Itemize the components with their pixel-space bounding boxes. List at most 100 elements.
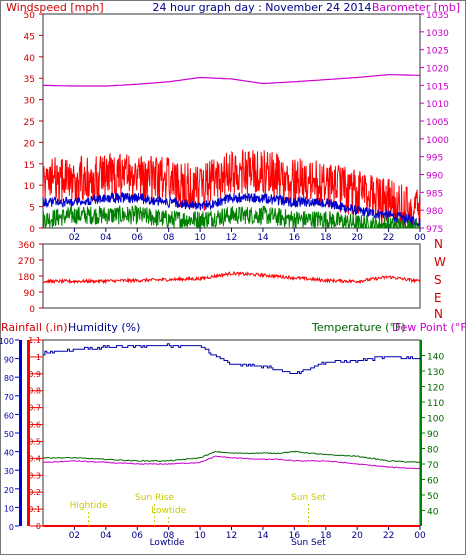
climate-x-tick-label: 00 [414,531,426,541]
climate-x-tick-label: 12 [226,531,237,541]
wind-y-tick-label: 5 [29,204,35,214]
wind-y-tick-label: 0 [29,225,35,235]
event-label: Hightide [70,501,108,511]
barometer-y-tick-label: 1000 [426,136,449,146]
rainfall-y-tick-label: 0.6 [28,421,41,430]
wind-y-tick-label: 45 [24,32,35,42]
dewpoint-label: Dew Point (°F) [392,321,466,334]
wind-x-tick-label: 14 [257,233,269,243]
direction-series [42,270,421,285]
axis-event-label: Lowtide [150,538,185,548]
rainfall-y-tick-label: 0.5 [28,437,41,446]
humidity-y-ticks: 0 10 20 30 40 50 60 70 80 90 100 [0,337,19,532]
compass-label: E [434,291,442,305]
barometer-y-tick-label: 1010 [426,100,449,110]
barometer-y-tick-label: 1025 [426,47,449,57]
wind-y-ticks: 0 5 10 15 20 25 30 35 40 45 50 [24,11,43,235]
climate-x-tick-label: 18 [320,531,332,541]
temperature-y-tick-label: 60 [427,477,439,487]
dewpoint-line [42,455,421,470]
rainfall-y-ticks: 0 0.1 0.2 0.3 0.4 0.5 0.6 0.7 0.8 0.9 1 1.1 [28,336,43,531]
humidity-label: Humidity (%) [68,321,140,334]
direction-y-tick-label: 360 [18,241,35,251]
rainfall-y-tick-label: 0.4 [28,454,41,463]
humidity-y-tick-label: 60 [4,411,14,420]
barometer-y-tick-label: 1020 [426,65,449,75]
barometer-y-tick-label: 1030 [426,29,449,39]
temperature-line [42,450,421,464]
wind-x-tick-label: 16 [289,233,301,243]
temperature-y-tick-label: 70 [427,461,439,471]
wind-max-line [42,149,421,229]
event-label: Sun Set [291,493,326,503]
event-label: Sun Rise [135,493,174,503]
humidity-y-tick-label: 90 [4,356,14,365]
rainfall-label: Rainfall (.in) [1,321,68,334]
temperature-y-tick-label: 40 [427,508,439,518]
graph-title: 24 hour graph day : November 24 2014 [152,1,371,14]
barometer-y-tick-label: 985 [426,189,443,199]
rainfall-y-tick-label: 0.7 [28,404,41,413]
temperature-y-tick-label: 140 [427,353,444,363]
temperature-y-tick-label: 130 [427,368,444,378]
climate-x-ticks: 02 04 06 08 10 12 14 16 18 20 22 00 [69,526,426,541]
wind-x-tick-label: 00 [414,233,426,243]
wind-x-tick-label: 12 [226,233,237,243]
wind-y-tick-label: 15 [24,161,35,171]
wind-x-tick-label: 08 [163,233,175,243]
humidity-line [43,343,421,374]
temperature-y-tick-label: 120 [427,384,444,394]
wind-y-tick-label: 35 [24,75,35,85]
wind-x-tick-label: 10 [194,233,206,243]
barometer-y-ticks: 975 980 985 990 995 1000 1005 1010 1015 1020 1025 1… [420,11,449,235]
wind-x-tick-label: 22 [383,233,394,243]
humidity-y-tick-label: 10 [4,504,14,513]
wind-y-tick-label: 30 [24,97,36,107]
rainfall-y-tick-label: 0.9 [28,370,41,379]
barometer-y-tick-label: 975 [426,225,443,235]
rainfall-axis-bar [27,340,30,526]
rainfall-y-tick-label: 0.8 [28,387,41,396]
compass-label: W [434,255,446,269]
direction-y-tick-label: 180 [18,273,35,283]
rainfall-y-tick-label: 1.1 [28,336,41,345]
wind-y-tick-label: 10 [24,182,36,192]
temperature-label: Temperature (°F) [311,321,406,334]
humidity-y-tick-label: 30 [4,467,14,476]
direction-line [42,270,421,285]
wind-x-tick-label: 20 [351,233,363,243]
humidity-y-tick-label: 0 [9,523,14,532]
climate-x-tick-label: 16 [289,531,301,541]
wind-y-tick-label: 20 [24,139,36,149]
wind-y-tick-label: 50 [24,11,36,21]
wind-x-tick-label: 04 [100,233,112,243]
direction-y-tick-label: 0 [29,305,35,315]
direction-y-ticks: 0 90 180 270 360 [18,241,43,315]
wind-axis-title: Windspeed [mph] [6,1,104,14]
event-label: Lowtide [151,506,186,516]
climate-x-tick-label: 14 [257,531,269,541]
barometer-line [42,73,420,87]
event-markers: Hightide Sun Rise Lowtide Sun Set Lowtide Sun… [70,493,327,548]
temperature-y-tick-label: 100 [427,415,444,425]
compass-label: N [434,307,443,321]
rainfall-y-tick-label: 0.1 [28,505,41,514]
rainfall-y-tick-label: 0.3 [28,471,41,480]
wind-y-tick-label: 40 [24,54,36,64]
barometer-axis-title: Barometer [mb] [372,1,460,14]
humidity-y-tick-label: 40 [4,449,14,458]
humidity-y-tick-label: 80 [4,374,14,383]
rainfall-y-tick-label: 0.2 [28,488,41,497]
rainfall-y-tick-label: 1 [36,353,41,362]
climate-x-tick-label: 10 [194,531,206,541]
wind-min-line [42,204,420,230]
temperature-y-tick-label: 90 [427,430,439,440]
humidity-y-tick-label: 70 [4,393,14,402]
wind-series [42,73,421,230]
temperature-y-tick-label: 80 [427,446,439,456]
climate-x-tick-label: 08 [163,531,175,541]
barometer-y-tick-label: 990 [426,172,443,182]
temperature-y-ticks: 40 50 60 70 80 90 100 110 120 130 140 [420,353,444,518]
